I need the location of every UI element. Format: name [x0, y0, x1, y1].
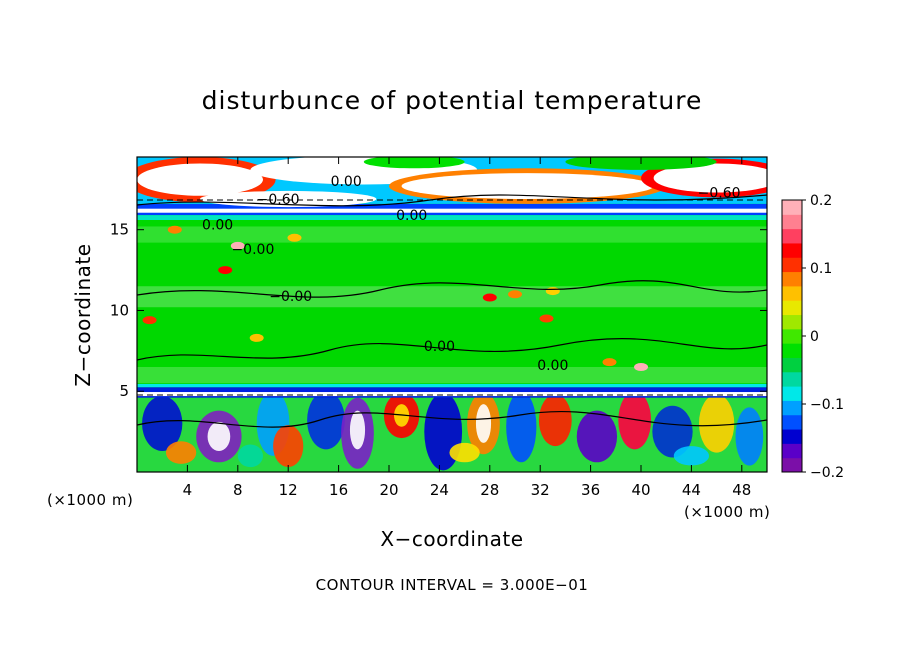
field-blob [349, 410, 366, 450]
colorbar-swatch [782, 300, 802, 316]
inversion-band [137, 383, 767, 388]
field-spot [249, 333, 264, 342]
colorbar-swatch [782, 414, 802, 430]
field-blob [576, 410, 618, 463]
inversion-band [137, 392, 767, 397]
colorbar-swatch [782, 357, 802, 373]
colorbar-swatch [782, 285, 802, 301]
contour-label: −0.00 [231, 242, 274, 258]
x-unit-label-left: (×1000 m) [47, 491, 134, 509]
contour-interval-note: CONTOUR INTERVAL = 3.000E−01 [315, 576, 589, 594]
field-spot [167, 225, 182, 234]
contour-label: −0.00 [269, 289, 312, 305]
field-spot [545, 287, 560, 296]
field-spot [218, 266, 233, 275]
x-tick-label: 4 [183, 481, 193, 499]
y-tick-label: 15 [110, 221, 129, 239]
colorbar-tick-label: −0.2 [810, 465, 844, 481]
x-tick-label: 8 [233, 481, 243, 499]
field-spot [142, 316, 157, 325]
y-tick-label: 5 [119, 382, 129, 400]
colorbar-swatch [782, 328, 802, 344]
colorbar-swatch [782, 228, 802, 244]
x-tick-label: 32 [531, 481, 550, 499]
colorbar-swatch [782, 429, 802, 444]
field-blob [137, 163, 263, 196]
x-tick-label: 44 [682, 481, 701, 499]
colorbar-swatch [782, 443, 802, 459]
x-axis-label: X−coordinate [380, 527, 524, 551]
colorbar-swatch [782, 214, 802, 230]
heatmap-field: 0.00 −0.60 0.00 −0.60 0.00 −0.00 −0.00 0.00 0.00 [137, 157, 767, 472]
field-blob [207, 421, 231, 452]
colorbar-swatch [782, 271, 802, 287]
field-spot [508, 290, 522, 299]
contour-label: 0.00 [537, 358, 568, 374]
field-blob [142, 396, 183, 451]
field-blob [652, 405, 693, 458]
field-blob [673, 446, 710, 466]
field-blob [653, 163, 767, 193]
x-tick-label: 28 [480, 481, 499, 499]
field-blob [307, 391, 345, 450]
colorbar-swatch [782, 257, 802, 273]
x-tick-label: 36 [581, 481, 600, 499]
field-blob [273, 425, 304, 468]
contour-line [137, 280, 767, 298]
field-spot [287, 233, 302, 242]
contour-label: 0.00 [202, 218, 233, 234]
colorbar-swatch [782, 457, 802, 473]
field-spot [482, 293, 497, 302]
upper-band [137, 208, 767, 213]
x-tick-label: 20 [379, 481, 398, 499]
colorbar-swatch [782, 400, 802, 416]
chart-title: disturbunce of potential temperature [201, 86, 703, 115]
colorbar-swatch [782, 371, 802, 387]
y-tick-label: 10 [110, 301, 129, 319]
x-tick-label: 40 [631, 481, 650, 499]
colorbar-swatch [782, 242, 802, 258]
contour-label: 0.00 [396, 208, 427, 224]
field-blob [735, 407, 764, 466]
contour-line [137, 410, 767, 428]
x-tick-label: 24 [430, 481, 449, 499]
x-unit-label-right: (×1000 m) [684, 503, 771, 521]
field-blob [449, 442, 480, 463]
field-blob [538, 394, 572, 447]
contour-line [137, 338, 767, 361]
contour-label: 0.00 [424, 339, 455, 355]
colorbar-swatch [782, 343, 802, 358]
contour-label: −0.60 [698, 185, 741, 201]
field-spot [602, 358, 617, 367]
field-blob [237, 444, 263, 468]
colorbar-tick-label: 0.2 [810, 193, 832, 209]
field-band [137, 367, 767, 384]
x-tick-label: 48 [732, 481, 751, 499]
colorbar-swatch [782, 314, 802, 330]
field-band [137, 286, 767, 308]
contour-label: 0.00 [331, 174, 362, 190]
contour-label: −0.60 [257, 192, 300, 208]
colorbar-swatch [782, 200, 802, 215]
field-blob [698, 394, 735, 453]
field-spot [539, 314, 554, 323]
field-spot [634, 363, 648, 371]
colorbar-tick-label: −0.1 [810, 397, 844, 413]
plot-frame [136, 156, 768, 473]
field-blob [506, 391, 537, 463]
x-tick-label: 12 [279, 481, 298, 499]
colorbar-tick-label: 0 [810, 329, 819, 345]
colorbar-tick-label: 0.1 [810, 261, 832, 277]
colorbar-swatch [782, 386, 802, 401]
field-blob [165, 441, 197, 464]
field-spot [230, 241, 245, 250]
field-blob [401, 173, 654, 199]
upper-band [137, 215, 767, 220]
x-tick-label: 16 [329, 481, 348, 499]
field-blob [618, 391, 652, 450]
field-blob [475, 404, 492, 443]
